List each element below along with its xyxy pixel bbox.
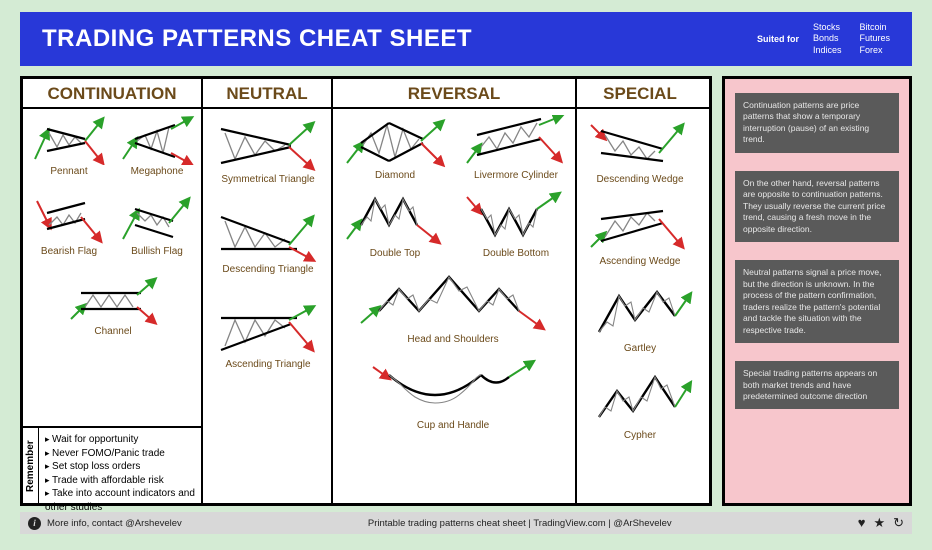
pattern-label: Cypher — [583, 430, 697, 441]
notes-sidebar: Continuation patterns are price patterns… — [722, 76, 912, 506]
footer-center: Printable trading patterns cheat sheet |… — [188, 518, 852, 529]
remember-label: Remember — [23, 428, 39, 504]
col-continuation: Pennant Megaphone — [23, 109, 203, 504]
pattern-label: Livermore Cylinder — [459, 170, 573, 181]
pattern-cypher: Cypher — [583, 371, 697, 441]
pattern-double-bottom: Double Bottom — [459, 189, 573, 259]
header: TRADING PATTERNS CHEAT SHEET Suited for … — [20, 12, 912, 66]
pattern-desc-triangle: Descending Triangle — [209, 209, 327, 275]
suited-for: Suited for Stocks Bonds Indices Bitcoin … — [757, 22, 890, 56]
footer: i More info, contact @Arshevelev Printab… — [20, 512, 912, 534]
footer-left: More info, contact @Arshevelev — [47, 518, 182, 529]
suited-item: Stocks — [813, 22, 842, 33]
pattern-label: Gartley — [583, 343, 697, 354]
remember-list: Wait for opportunity Never FOMO/Panic tr… — [39, 428, 201, 504]
col-header-continuation: CONTINUATION — [23, 79, 203, 107]
pattern-label: Channel — [63, 326, 163, 337]
pattern-double-top: Double Top — [339, 189, 451, 259]
pattern-label: Ascending Wedge — [583, 256, 697, 267]
col-special: Descending Wedge Ascending Wedge — [577, 109, 703, 504]
suited-item: Bitcoin — [859, 22, 890, 33]
pattern-cup-handle: Cup and Handle — [363, 359, 543, 431]
share-icon[interactable]: ↻ — [893, 515, 904, 531]
pattern-bearish-flag: Bearish Flag — [27, 195, 111, 257]
suited-label: Suited for — [757, 34, 799, 44]
remember-item: Never FOMO/Panic trade — [45, 447, 195, 461]
col-neutral: Symmetrical Triangle Descending Triangle — [203, 109, 333, 504]
suited-item: Bonds — [813, 33, 842, 44]
suited-item: Futures — [859, 33, 890, 44]
pattern-label: Bullish Flag — [115, 246, 199, 257]
pattern-label: Megaphone — [115, 166, 199, 177]
suited-item: Indices — [813, 45, 842, 56]
col-header-reversal: REVERSAL — [333, 79, 577, 107]
pattern-asc-wedge: Ascending Wedge — [583, 199, 697, 267]
pattern-megaphone: Megaphone — [115, 115, 199, 177]
col-header-neutral: NEUTRAL — [203, 79, 333, 107]
note: On the other hand, reversal patterns are… — [735, 171, 899, 242]
pattern-pennant: Pennant — [27, 115, 111, 177]
col-reversal: Diamond Livermore Cylinder — [333, 109, 577, 504]
remember-box: Remember Wait for opportunity Never FOMO… — [23, 426, 201, 504]
pattern-label: Double Top — [339, 248, 451, 259]
pattern-diamond: Diamond — [339, 115, 451, 181]
suited-item: Forex — [859, 45, 890, 56]
remember-item: Wait for opportunity — [45, 433, 195, 447]
pattern-label: Symmetrical Triangle — [209, 174, 327, 185]
patterns-grid: CONTINUATION NEUTRAL REVERSAL SPECIAL — [20, 76, 712, 506]
pattern-label: Descending Triangle — [209, 264, 327, 275]
remember-item: Trade with affordable risk — [45, 474, 195, 488]
pattern-label: Diamond — [339, 170, 451, 181]
pattern-channel: Channel — [63, 275, 163, 337]
pattern-label: Descending Wedge — [583, 174, 697, 185]
heart-icon[interactable]: ♥ — [858, 515, 866, 531]
pattern-desc-wedge: Descending Wedge — [583, 117, 697, 185]
pattern-label: Ascending Triangle — [209, 359, 327, 370]
note: Continuation patterns are price patterns… — [735, 93, 899, 153]
remember-item: Set stop loss orders — [45, 460, 195, 474]
pattern-livermore: Livermore Cylinder — [459, 115, 573, 181]
star-icon[interactable]: ★ — [873, 515, 885, 531]
note: Special trading patterns appears on both… — [735, 361, 899, 409]
page-title: TRADING PATTERNS CHEAT SHEET — [42, 25, 757, 53]
col-header-special: SPECIAL — [577, 79, 703, 107]
pattern-label: Pennant — [27, 166, 111, 177]
pattern-head-shoulders: Head and Shoulders — [353, 271, 553, 345]
pattern-label: Head and Shoulders — [353, 334, 553, 345]
pattern-label: Bearish Flag — [27, 246, 111, 257]
pattern-asc-triangle: Ascending Triangle — [209, 304, 327, 370]
pattern-label: Double Bottom — [459, 248, 573, 259]
note: Neutral patterns signal a price move, bu… — [735, 260, 899, 343]
remember-item: Take into account indicators and other s… — [45, 487, 195, 514]
pattern-sym-triangle: Symmetrical Triangle — [209, 119, 327, 185]
pattern-label: Cup and Handle — [363, 420, 543, 431]
pattern-gartley: Gartley — [583, 284, 697, 354]
pattern-bullish-flag: Bullish Flag — [115, 195, 199, 257]
info-icon: i — [28, 517, 41, 530]
